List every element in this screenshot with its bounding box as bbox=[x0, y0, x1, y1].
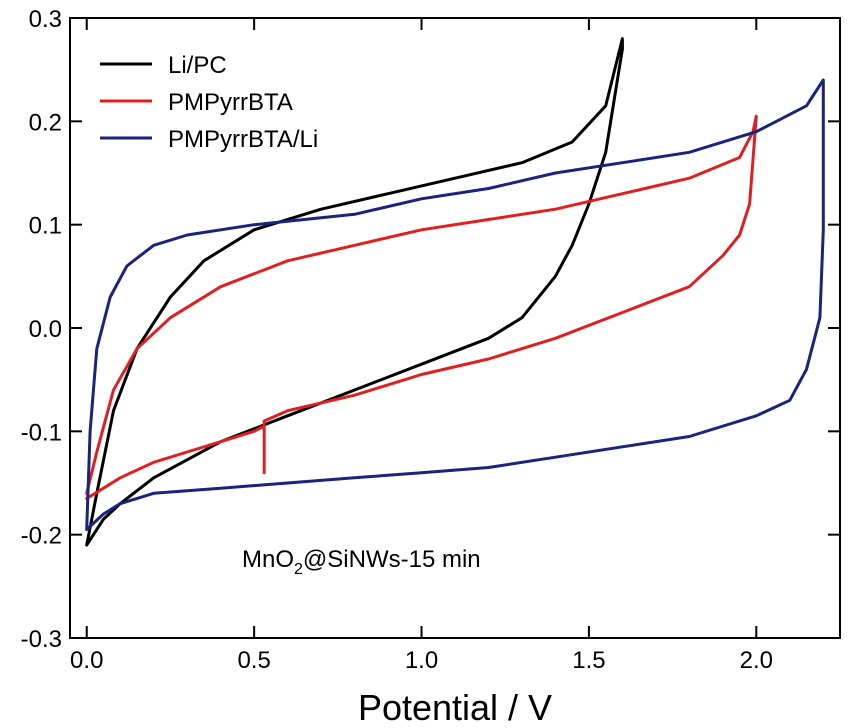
x-tick-label: 0.5 bbox=[237, 647, 270, 674]
series-line-2 bbox=[85, 78, 825, 531]
x-tick-label: 1.5 bbox=[572, 647, 605, 674]
y-tick-label: 0.2 bbox=[29, 109, 62, 136]
series-line-1 bbox=[85, 114, 758, 500]
y-tick-label: 0.1 bbox=[29, 213, 62, 240]
x-tick-label: 0.0 bbox=[70, 647, 103, 674]
x-axis: 0.0 0.5 1.0 1.5 2.0 bbox=[70, 18, 773, 674]
y-tick-label: 0.3 bbox=[29, 6, 62, 33]
annotation-prefix: MnO bbox=[242, 546, 294, 573]
legend-label-0: Li/PC bbox=[168, 52, 227, 79]
y-tick-label: -0.3 bbox=[21, 626, 62, 653]
x-tick-label: 1.0 bbox=[405, 647, 438, 674]
y-tick-label: 0.0 bbox=[29, 316, 62, 343]
annotation-suffix: @SiNWs-15 min bbox=[303, 546, 481, 573]
series-line-0 bbox=[85, 37, 624, 547]
curves-layer bbox=[85, 37, 825, 547]
annotation: MnO2@SiNWs-15 min bbox=[242, 546, 481, 578]
annotation-subscript: 2 bbox=[294, 561, 303, 578]
y-axis: -0.3 -0.2 -0.1 0.0 0.1 0.2 0.3 bbox=[21, 6, 840, 653]
legend: Li/PC PMPyrrBTA PMPyrrBTA/Li bbox=[100, 52, 318, 153]
x-axis-label: Potential / V bbox=[358, 687, 552, 728]
legend-label-1: PMPyrrBTA bbox=[168, 89, 293, 116]
x-tick-label: 2.0 bbox=[740, 647, 773, 674]
y-tick-label: -0.1 bbox=[21, 419, 62, 446]
legend-label-2: PMPyrrBTA/Li bbox=[168, 126, 318, 153]
y-tick-label: -0.2 bbox=[21, 523, 62, 550]
